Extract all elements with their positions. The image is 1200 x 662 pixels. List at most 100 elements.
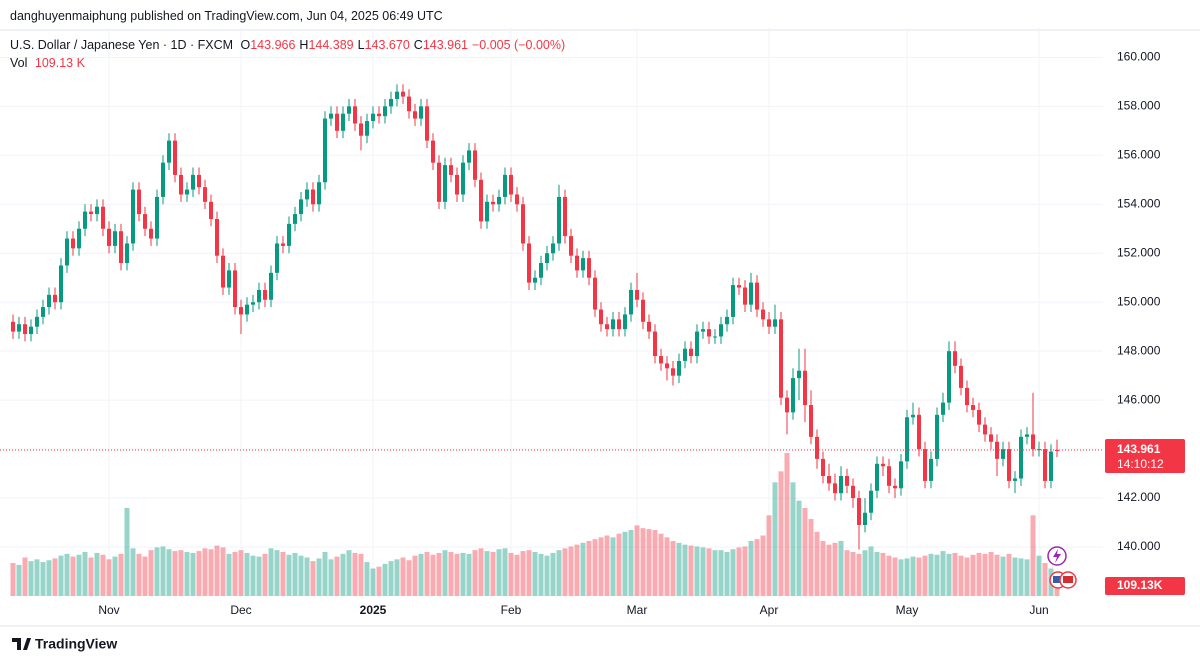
candle-body: [521, 204, 525, 244]
volume-bar: [550, 552, 556, 596]
candle-body: [557, 196, 561, 244]
candle-body: [875, 463, 879, 491]
volume-bar: [316, 558, 322, 596]
volume-bar: [970, 554, 976, 596]
candle-body: [491, 201, 495, 205]
volume-bar: [214, 545, 220, 596]
volume-bar: [742, 546, 748, 596]
volume-bar: [856, 553, 862, 596]
candle-body: [911, 414, 915, 418]
candle-body: [785, 397, 789, 413]
volume-bar: [292, 552, 298, 596]
volume-bar: [334, 556, 340, 596]
volume-bar: [10, 563, 16, 596]
volume-bar: [448, 552, 454, 596]
volume-bar: [520, 551, 526, 596]
candle-body: [767, 319, 771, 327]
candle-body: [419, 106, 423, 119]
legend-value: 143.961: [422, 38, 468, 52]
candle-body: [713, 336, 717, 338]
candle-body: [869, 490, 873, 513]
candle-body: [239, 307, 243, 315]
candle-body: [23, 324, 27, 335]
volume-bar: [880, 552, 886, 596]
volume-bar: [718, 550, 724, 596]
volume-line: Vol 109.13 K: [10, 56, 89, 70]
candle-body: [545, 253, 549, 264]
candle-body: [77, 228, 81, 249]
candle-body: [359, 123, 363, 136]
candle-body: [821, 458, 825, 477]
volume-bar: [526, 550, 532, 596]
candle-body: [119, 231, 123, 264]
candles: [11, 84, 1059, 550]
candle-body: [1043, 449, 1047, 481]
volume-bar: [832, 542, 838, 596]
candle-body: [311, 189, 315, 205]
volume-bar: [868, 546, 874, 596]
volume-bar: [454, 553, 460, 596]
candle-body: [47, 294, 51, 308]
volume-label-box: [1105, 577, 1185, 595]
volume-bar: [64, 553, 70, 596]
volume-bar: [700, 547, 706, 596]
volume-bar: [244, 552, 250, 596]
volume-bar: [106, 559, 112, 596]
candle-body: [395, 91, 399, 99]
candle-body: [827, 476, 831, 484]
volume-bar: [976, 552, 982, 596]
candle-body: [1025, 434, 1029, 437]
volume-bar: [574, 544, 580, 596]
volume-bar: [658, 533, 664, 596]
legend-key: L: [357, 38, 365, 52]
candle-body: [1019, 436, 1023, 479]
volume-bar: [190, 552, 196, 596]
volume-bar: [928, 553, 934, 596]
candle-body: [989, 434, 993, 442]
volume-bar: [640, 528, 646, 596]
candle-body: [581, 258, 585, 271]
volume-bar: [94, 552, 100, 596]
volume-bar: [748, 541, 754, 596]
candle-body: [665, 363, 669, 369]
volume-bar: [790, 482, 796, 596]
volume-bar: [34, 559, 40, 596]
candle-body: [629, 289, 633, 315]
x-tick-label: Dec: [230, 603, 251, 617]
candle-body: [941, 402, 945, 415]
volume-bar: [622, 531, 628, 596]
volume-bar: [838, 541, 844, 596]
candle-body: [743, 287, 747, 305]
candle-body: [617, 319, 621, 330]
candle-body: [347, 106, 351, 114]
volume-bar: [676, 542, 682, 596]
candle-body: [1013, 478, 1017, 481]
candle-body: [11, 321, 15, 332]
candle-body: [863, 512, 867, 525]
candle-body: [719, 324, 723, 337]
flag-glyph: [1053, 576, 1063, 583]
candle-body: [485, 201, 489, 222]
candle-body: [689, 348, 693, 357]
candle-body: [83, 211, 87, 229]
candle-body: [101, 206, 105, 229]
legend-value: 144.389: [308, 38, 354, 52]
candle-body: [275, 243, 279, 273]
candle-body: [437, 162, 441, 202]
y-tick-label: 152.000: [1117, 245, 1161, 259]
candle-body: [209, 201, 213, 219]
candle-body: [599, 309, 603, 325]
candle-body: [1007, 449, 1011, 481]
volume-bar: [418, 553, 424, 596]
candle-body: [983, 424, 987, 435]
volume-value: 109.13 K: [34, 56, 85, 70]
candle-body: [461, 162, 465, 195]
volume-bar: [808, 519, 814, 596]
candle-body: [191, 174, 195, 190]
candle-body: [887, 466, 891, 486]
candle-body: [593, 277, 597, 310]
volume-bar: [358, 553, 364, 596]
candle-body: [797, 370, 801, 379]
volume-bar: [76, 554, 82, 596]
